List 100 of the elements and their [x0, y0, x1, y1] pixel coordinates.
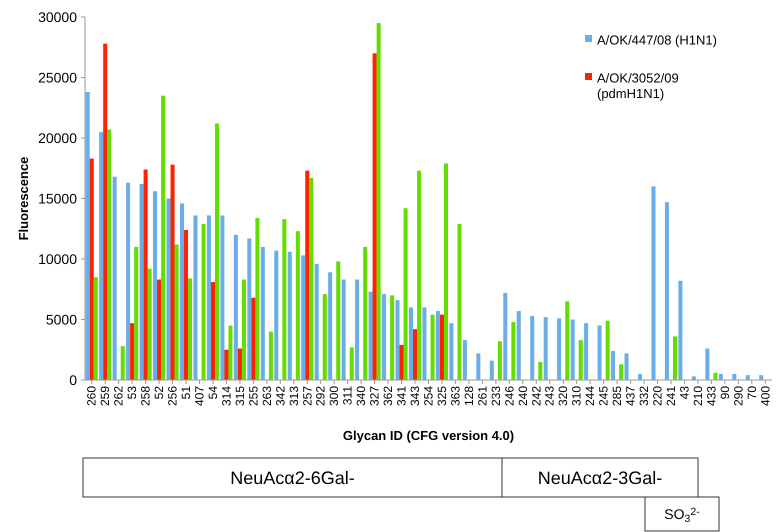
- y-tick-label: 30000: [38, 8, 78, 25]
- x-tick-label: 362: [381, 386, 396, 406]
- bar: [584, 323, 588, 380]
- bar: [400, 344, 404, 380]
- bar: [301, 255, 306, 380]
- bar: [255, 218, 260, 380]
- x-tick-label: 233: [488, 386, 503, 406]
- bar: [705, 348, 710, 380]
- bar: [422, 307, 426, 380]
- bar: [184, 230, 188, 380]
- bar: [99, 132, 104, 380]
- x-tick-label: 246: [502, 386, 516, 406]
- bar: [390, 295, 394, 380]
- bar: [322, 294, 327, 380]
- bar: [363, 246, 368, 380]
- legend-label: A/OK/3052/09 (pdmH1N1): [597, 70, 679, 102]
- bar: [678, 280, 682, 380]
- bar: [328, 272, 332, 380]
- x-tick-label: 244: [583, 386, 598, 406]
- x-tick-label: 437: [624, 386, 638, 406]
- bar: [288, 252, 292, 380]
- y-axis-title: Fluorescence: [16, 156, 31, 240]
- bar: [440, 314, 444, 380]
- bar: [498, 341, 502, 380]
- bar: [444, 163, 448, 380]
- bar: [355, 280, 360, 380]
- bar: [395, 300, 400, 380]
- x-tick-label: 220: [650, 386, 664, 406]
- y-tick-label: 25000: [38, 69, 78, 86]
- bar: [130, 323, 134, 380]
- bar: [413, 329, 418, 380]
- x-axis-title: Glycan ID (CFG version 4.0): [342, 428, 514, 443]
- bar: [417, 170, 422, 380]
- bar: [578, 340, 583, 380]
- bar: [309, 178, 314, 380]
- bar: [430, 314, 435, 380]
- x-tick-label: 53: [125, 386, 140, 400]
- y-tick-label: 20000: [38, 130, 78, 146]
- bar: [134, 246, 138, 380]
- bar: [570, 320, 575, 380]
- x-tick-label: 262: [112, 386, 126, 406]
- bar: [449, 323, 454, 380]
- x-tick-label: 210: [690, 386, 705, 406]
- bar: [305, 170, 310, 380]
- x-tick-label: 258: [138, 386, 153, 406]
- x-tick-label: 261: [475, 386, 490, 406]
- text: NeuAcα2-6Gal-: [230, 468, 355, 488]
- x-tick-label: 341: [394, 386, 409, 406]
- bar: [342, 280, 346, 380]
- x-tick-label: 256: [166, 386, 180, 406]
- bar: [651, 186, 656, 380]
- bar: [174, 244, 179, 380]
- bar: [157, 280, 162, 380]
- bar: [611, 350, 616, 380]
- bar: [350, 347, 354, 380]
- x-tick-label: 320: [556, 386, 570, 406]
- bar: [624, 353, 629, 380]
- bar: [336, 261, 340, 380]
- bar: [672, 336, 678, 380]
- y-tick-label: 5000: [46, 311, 78, 328]
- bar: [193, 215, 198, 380]
- bar: [746, 375, 750, 380]
- bar: [732, 374, 736, 380]
- x-tick-label: 52: [152, 386, 166, 400]
- bar: [242, 280, 246, 380]
- bar: [557, 318, 562, 380]
- bar: [759, 375, 764, 380]
- bar: [188, 278, 192, 380]
- bar: [598, 326, 602, 380]
- bar: [538, 362, 542, 380]
- x-tick-label: 343: [408, 386, 422, 406]
- x-tick-label: 51: [179, 386, 194, 400]
- x-tick-label: 259: [98, 386, 112, 406]
- bar: [86, 92, 90, 380]
- x-tick-label: 243: [542, 386, 557, 406]
- bar: [112, 176, 117, 380]
- x-tick-label: 240: [516, 386, 530, 406]
- bar: [202, 224, 206, 380]
- bar: [408, 307, 414, 380]
- bar: [436, 311, 440, 380]
- x-tick-label: 400: [758, 386, 772, 406]
- bar: [664, 202, 669, 380]
- bar: [606, 320, 610, 380]
- bar: [166, 198, 171, 380]
- x-tick-label: 313: [286, 386, 301, 406]
- x-tick-label: 260: [84, 386, 99, 406]
- x-tick-label: 263: [260, 386, 274, 406]
- bar: [103, 44, 108, 380]
- bar: [376, 23, 381, 380]
- x-tick-label: 292: [314, 386, 328, 406]
- bar: [274, 250, 278, 380]
- x-tick-label: 70: [744, 386, 759, 400]
- bar: [170, 164, 175, 380]
- x-tick-label: 315: [232, 386, 247, 406]
- x-tick-label: 300: [327, 386, 342, 406]
- bar: [282, 219, 286, 380]
- bar: [247, 238, 252, 380]
- bar: [224, 350, 228, 380]
- bar: [220, 215, 224, 380]
- x-tick-label: 257: [300, 386, 314, 406]
